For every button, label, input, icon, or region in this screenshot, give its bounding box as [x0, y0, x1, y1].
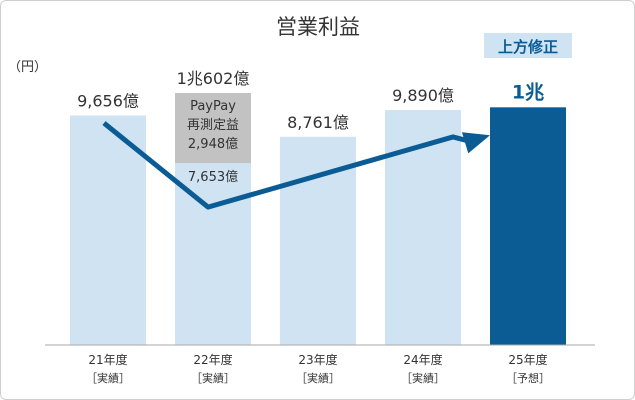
data-label-23年度: 8,761億: [287, 113, 349, 132]
bar-24年度: [385, 109, 461, 345]
x-tick-note: ［実績］: [86, 371, 130, 385]
x-tick-year: 25年度: [508, 352, 547, 367]
data-label-25年度: 1兆: [512, 81, 544, 103]
bar-21年度: [70, 115, 146, 345]
chart-title: 営業利益: [276, 15, 360, 39]
trend-arrow-line: [102, 121, 471, 210]
x-tick-year: 24年度: [403, 352, 442, 367]
trend-arrow-head: [461, 132, 490, 154]
bar-22-base-label: 7,653億: [188, 169, 238, 185]
x-tick-year: 21年度: [88, 352, 127, 367]
data-label-22年度: 1兆602億: [177, 69, 250, 88]
revision-badge: 上方修正: [498, 38, 558, 56]
x-tick-year: 22年度: [193, 352, 232, 367]
data-label-24年度: 9,890億: [392, 86, 454, 105]
revision-badge-background: [484, 33, 572, 58]
x-tick-year: 23年度: [298, 352, 337, 367]
paypay-segment-label: 再測定益: [187, 118, 239, 133]
x-tick-note: ［予想］: [506, 371, 550, 385]
bar-23年度: [280, 136, 356, 345]
paypay-segment-label: 2,948億: [188, 136, 238, 152]
paypay-segment-label: PayPay: [190, 99, 236, 114]
x-tick-note: ［実績］: [296, 371, 340, 385]
data-label-21年度: 9,656億: [77, 91, 139, 110]
unit-label: （円）: [8, 60, 47, 75]
x-tick-note: ［実績］: [401, 371, 445, 385]
bar-22-paypay-segment: [175, 93, 251, 164]
x-tick-note: ［実績］: [191, 371, 235, 385]
bar-25年度: [490, 107, 566, 346]
